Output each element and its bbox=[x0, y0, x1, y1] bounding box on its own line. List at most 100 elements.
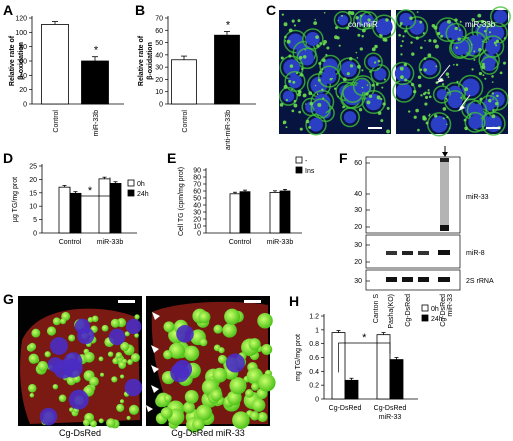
panel-label-g: G bbox=[3, 291, 14, 307]
bar bbox=[214, 34, 240, 105]
category-label: Cg-DsRed bbox=[329, 405, 362, 412]
bar bbox=[344, 379, 359, 400]
significance-star: * bbox=[94, 45, 99, 57]
y-tick-label: 0 bbox=[23, 102, 27, 109]
y-axis-label: Cell TG (cpm/mg prot) bbox=[178, 167, 185, 236]
bar bbox=[229, 193, 241, 234]
y-tick-label: 0 bbox=[33, 231, 37, 238]
bar bbox=[389, 359, 404, 400]
y-tick-label: 20 bbox=[29, 177, 37, 184]
category-label: Cg-DsRed bbox=[374, 405, 407, 412]
legend-swatch bbox=[127, 179, 135, 187]
legend-label: 0h bbox=[431, 306, 439, 313]
y-tick-label: 15 bbox=[29, 190, 37, 197]
marker-label: 30 bbox=[354, 278, 362, 285]
bar bbox=[98, 178, 111, 234]
y-tick-label: 1.2 bbox=[309, 314, 319, 321]
y-tick-label: 40 bbox=[19, 73, 27, 80]
bar bbox=[239, 191, 251, 234]
y-tick-label: 40 bbox=[155, 52, 163, 59]
y-tick-label: 25 bbox=[29, 164, 37, 171]
panel-label-a: A bbox=[3, 2, 14, 18]
panel-g-right-caption: Cg-DsRed miR-33 bbox=[171, 428, 245, 438]
y-axis-label: µg TG/mg prot bbox=[12, 177, 19, 222]
significance-bracket bbox=[338, 342, 391, 373]
lane-label: Canton S bbox=[373, 294, 380, 324]
legend-swatch bbox=[295, 166, 303, 174]
legend-swatch bbox=[421, 304, 429, 312]
y-tick-label: 0 bbox=[197, 231, 201, 238]
legend-swatch bbox=[127, 189, 135, 197]
y-tick-label: 30 bbox=[155, 65, 163, 72]
y-axis-label: Relative rate of bbox=[138, 35, 145, 86]
y-tick-label: 20 bbox=[19, 87, 27, 94]
panel-c-right-label: miR-33b bbox=[465, 20, 496, 29]
y-tick-label: 60 bbox=[19, 59, 27, 66]
lane-label: Pasha(KO) bbox=[388, 294, 395, 329]
y-tick-label: 120 bbox=[15, 16, 27, 23]
blot-label-mir8: miR-8 bbox=[466, 250, 485, 257]
panel-label-b: B bbox=[135, 2, 146, 18]
blot-label-mir33: miR-33 bbox=[466, 194, 489, 201]
category-label: Control bbox=[59, 239, 82, 246]
lane-label: Cg-DsRed bbox=[440, 294, 447, 327]
y-tick-label: 50 bbox=[155, 40, 163, 47]
chart-d: 0 5 10 15 20 25 µg TG/mg prot Control miR-33b * 0h… bbox=[12, 164, 149, 247]
y-tick-label: 10 bbox=[29, 204, 37, 211]
bar bbox=[41, 24, 69, 105]
bar bbox=[376, 334, 391, 400]
significance-star: * bbox=[362, 332, 367, 344]
legend-label: - bbox=[305, 158, 308, 165]
category-label: miR-33b bbox=[267, 239, 294, 246]
y-axis-label: mg TG/mg prot bbox=[295, 334, 302, 381]
y-tick-label: 70 bbox=[193, 182, 201, 189]
y-tick-label: 60 bbox=[193, 189, 201, 196]
panel-label-h: H bbox=[289, 293, 300, 309]
y-axis-label-2: β-oxidation bbox=[18, 42, 25, 80]
category-label: Control bbox=[182, 110, 189, 133]
marker-label: 30 bbox=[354, 207, 362, 214]
y-tick-label: 60 bbox=[155, 28, 163, 35]
panel-label-e: E bbox=[167, 150, 177, 166]
y-tick-label: 10 bbox=[155, 89, 163, 96]
legend-label: Ins bbox=[305, 168, 315, 175]
y-tick-label: 0.4 bbox=[309, 369, 319, 376]
marker-label: 30 bbox=[354, 242, 362, 249]
y-tick-label: 1 bbox=[315, 327, 319, 334]
marker-label: 60 bbox=[354, 160, 362, 167]
chart-a: 0 20 40 60 80 100 120 Relative rate of β-oxidati… bbox=[9, 16, 124, 137]
panel-c-left-label: con-miR bbox=[348, 20, 378, 29]
y-tick-label: 30 bbox=[193, 210, 201, 217]
panel-g-micrographs: Cg-DsRed Cg-DsRed miR-33 bbox=[18, 296, 276, 438]
y-tick-label: 80 bbox=[193, 175, 201, 182]
bar bbox=[69, 192, 82, 234]
significance-star: * bbox=[226, 20, 231, 32]
panel-label-d: D bbox=[3, 150, 14, 166]
panel-label-c: C bbox=[266, 2, 277, 18]
legend-swatch bbox=[421, 314, 429, 322]
legend-label: 24h bbox=[431, 316, 443, 323]
y-tick-label: 50 bbox=[193, 196, 201, 203]
y-tick-label: 0.8 bbox=[309, 341, 319, 348]
chart-b: 0 10 20 30 40 50 60 70 Relative rate of β-oxidati… bbox=[138, 16, 256, 150]
y-tick-label: 90 bbox=[193, 168, 201, 175]
marker-label: 20 bbox=[354, 259, 362, 266]
significance-bracket bbox=[69, 177, 111, 197]
blot-label-rrna: 2S rRNA bbox=[466, 278, 494, 285]
category-label: Control bbox=[229, 239, 252, 246]
y-tick-label: 100 bbox=[15, 30, 27, 37]
category-label: miR-33b bbox=[93, 110, 100, 137]
legend-label: 24h bbox=[137, 191, 149, 198]
marker-label: 40 bbox=[354, 191, 362, 198]
bar bbox=[81, 60, 109, 105]
y-tick-label: 40 bbox=[193, 203, 201, 210]
panel-c-micrographs: con-miR miR-33b bbox=[279, 6, 511, 137]
y-tick-label: 0 bbox=[159, 102, 163, 109]
y-tick-label: 20 bbox=[193, 217, 201, 224]
y-axis-label-2: β-oxidation bbox=[147, 42, 154, 80]
category-label: miR-33b bbox=[97, 239, 124, 246]
bar bbox=[279, 190, 291, 234]
lane-label: Cg-DsRed bbox=[405, 294, 412, 327]
